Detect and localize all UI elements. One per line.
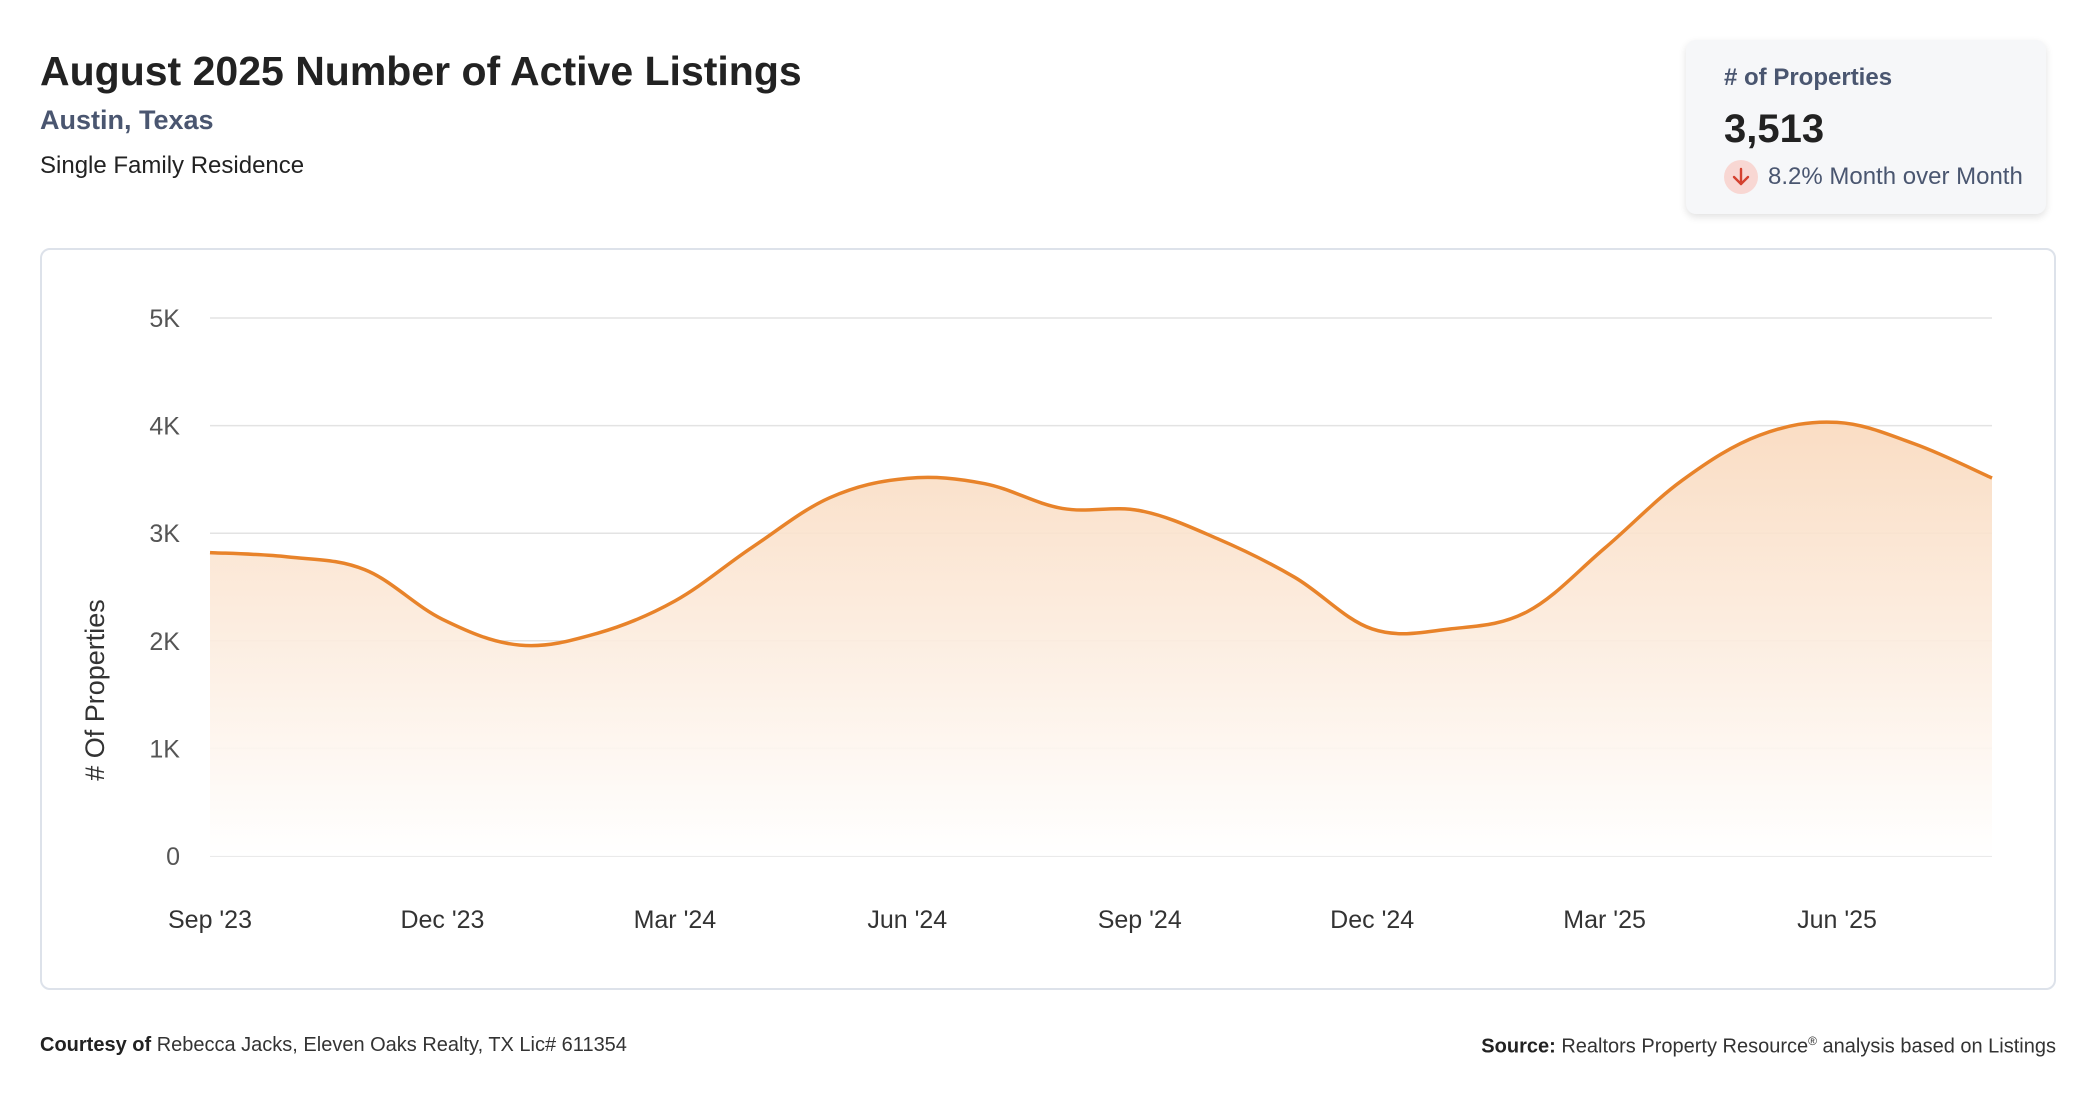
data-point [206, 549, 214, 557]
data-point [903, 474, 911, 482]
data-point [671, 597, 679, 605]
property-type-label: Single Family Residence [40, 152, 305, 179]
source-suffix: analysis based on Listings [1822, 1035, 2056, 1058]
arrow-down-icon [1724, 160, 1758, 194]
y-tick-label: 2K [149, 628, 180, 656]
x-tick-label: Jun '24 [867, 906, 947, 934]
data-point [1136, 507, 1144, 515]
y-tick-label: 3K [149, 520, 180, 548]
location-subtitle: Austin, Texas [40, 105, 214, 135]
header: August 2025 Number of Active Listings Au… [40, 46, 802, 182]
x-tick-label: Dec '23 [400, 906, 484, 934]
data-point [593, 629, 601, 637]
data-point [1446, 625, 1454, 633]
data-point [283, 553, 291, 561]
data-point [748, 543, 756, 551]
data-point [1213, 535, 1221, 543]
chart-card: 0 1K 2K 3K 4K 5K Sep '23 Dec '23 Mar '24 Jun '24… [40, 248, 2056, 990]
data-point [1601, 544, 1609, 552]
footer-source: Source: Realtors Property Resource® anal… [1481, 1034, 2056, 1059]
registered-mark: ® [1808, 1034, 1817, 1048]
x-tick-label: Dec '24 [1330, 906, 1414, 934]
y-tick-label: 0 [166, 843, 180, 871]
data-point [361, 566, 369, 574]
y-tick-label: 5K [149, 305, 180, 333]
kpi-value: 3,513 [1724, 107, 1825, 151]
series-area [210, 422, 1992, 856]
data-point [1291, 573, 1299, 581]
data-point [1368, 625, 1376, 633]
data-point [1833, 418, 1841, 426]
data-point [1911, 440, 1919, 448]
data-point [516, 641, 524, 649]
data-point [1523, 608, 1531, 616]
y-axis-title: # Of Properties [80, 599, 110, 781]
x-tick-label: Jun '25 [1797, 906, 1877, 934]
line-area-chart: 0 1K 2K 3K 4K 5K Sep '23 Dec '23 Mar '24 Jun '24… [80, 305, 1996, 934]
y-tick-label: 4K [149, 413, 180, 441]
footer-courtesy: Courtesy of Rebecca Jacks, Eleven Oaks R… [40, 1034, 627, 1057]
x-tick-label: Mar '24 [634, 906, 717, 934]
kpi-change: 8.2% Month over Month [1724, 160, 2046, 194]
source-label: Source: [1481, 1035, 1556, 1058]
y-tick-label: 1K [149, 735, 180, 763]
data-point [1988, 474, 1996, 482]
data-point [826, 494, 834, 502]
courtesy-label: Courtesy of [40, 1034, 152, 1056]
x-tick-label: Sep '23 [168, 906, 252, 934]
courtesy-text: Rebecca Jacks, Eleven Oaks Realty, TX Li… [156, 1034, 627, 1056]
kpi-label: # of Properties [1724, 64, 1893, 91]
x-tick-label: Sep '24 [1098, 906, 1182, 934]
data-point [1058, 504, 1066, 512]
data-point [438, 615, 446, 623]
kpi-card: # of Properties 3,513 8.2% Month over Mo… [1686, 40, 2046, 214]
data-point [981, 480, 989, 488]
data-point [1756, 431, 1764, 439]
series-line [209, 420, 1993, 648]
source-text: Realtors Property Resource [1561, 1035, 1809, 1058]
kpi-change-text: 8.2% Month over Month [1768, 163, 2023, 190]
x-tick-label: Mar '25 [1563, 906, 1646, 934]
page-title: August 2025 Number of Active Listings [40, 48, 802, 94]
data-point [1678, 476, 1686, 484]
